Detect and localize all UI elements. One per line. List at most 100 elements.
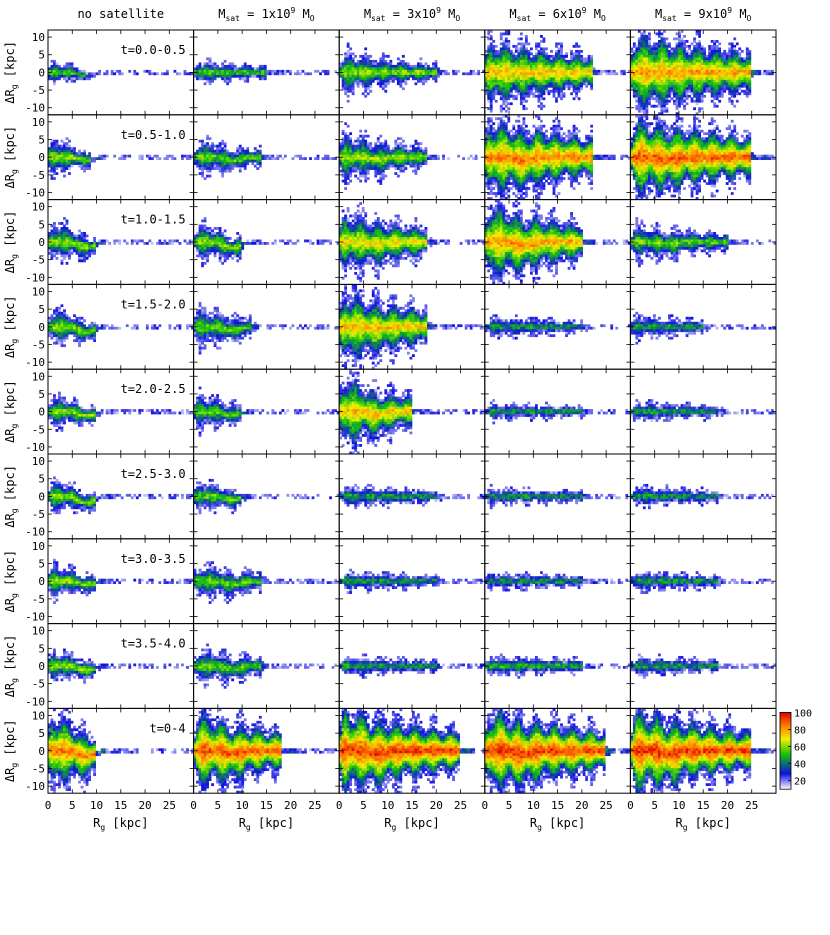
density-cell: [492, 147, 496, 151]
density-cell: [369, 162, 373, 165]
density-cell: [404, 82, 408, 86]
density-cell: [695, 44, 699, 48]
density-cell: [703, 59, 707, 63]
density-cell: [173, 157, 177, 160]
density-cell: [371, 74, 375, 78]
density-cell: [434, 79, 438, 83]
density-cell: [527, 92, 531, 96]
density-cell: [519, 52, 523, 56]
density-cell: [642, 84, 646, 88]
density-cell: [243, 67, 247, 71]
density-cell: [723, 87, 727, 91]
density-cell: [690, 67, 694, 71]
density-cell: [422, 64, 425, 68]
density-cell: [386, 62, 390, 66]
density-cell: [487, 164, 491, 168]
density-cell: [60, 69, 64, 73]
density-cell: [80, 167, 84, 170]
density-cell: [770, 72, 774, 76]
density-cell: [658, 99, 661, 103]
density-cell: [698, 49, 701, 53]
density-cell: [522, 187, 526, 190]
density-cell: [359, 59, 363, 63]
density-cell: [351, 82, 355, 86]
density-cell: [424, 149, 428, 153]
density-cell: [575, 139, 578, 143]
density-cell: [216, 147, 219, 151]
density-cell: [218, 149, 222, 153]
density-cell: [499, 132, 503, 136]
density-cell: [650, 74, 654, 78]
density-cell: [93, 72, 96, 76]
density-cell: [424, 67, 428, 71]
density-cell: [572, 72, 576, 76]
density-cell: [50, 142, 54, 146]
density-cell: [351, 57, 355, 61]
density-cell: [542, 154, 546, 158]
density-cell: [517, 114, 521, 118]
density-cell: [301, 157, 305, 160]
density-cell: [487, 47, 491, 51]
density-cell: [755, 72, 759, 76]
density-cell: [693, 89, 696, 93]
density-cell: [580, 142, 583, 146]
density-cell: [228, 69, 232, 73]
density-cell: [685, 39, 689, 43]
density-cell: [366, 59, 370, 63]
density-cell: [535, 142, 538, 146]
density-cell: [379, 164, 383, 168]
density-cell: [53, 167, 56, 170]
density-cell: [489, 109, 493, 113]
density-cell: [50, 69, 54, 73]
density-cell: [63, 167, 66, 170]
density-cell: [718, 94, 722, 98]
density-cell: [715, 47, 719, 51]
density-cell: [537, 92, 541, 96]
density-cell: [349, 79, 353, 83]
density-cell: [630, 84, 634, 88]
density-cell: [745, 54, 749, 58]
density-cell: [489, 87, 493, 91]
density-cell: [208, 144, 212, 148]
density-cell: [286, 69, 290, 73]
density-cell: [645, 34, 649, 38]
density-cell: [55, 172, 59, 175]
density-cell: [529, 69, 533, 73]
density-cell: [492, 84, 496, 88]
density-cell: [640, 37, 644, 41]
density-cell: [514, 97, 518, 101]
density-cell: [487, 69, 491, 73]
density-cell: [369, 72, 373, 76]
density-cell: [354, 159, 358, 163]
density-cell: [514, 167, 518, 170]
density-cell: [542, 52, 546, 56]
density-cell: [743, 72, 747, 76]
density-cell: [700, 94, 704, 98]
density-cell: [700, 49, 704, 53]
density-cell: [381, 152, 385, 155]
density-cell: [517, 142, 521, 146]
density-cell: [53, 154, 56, 158]
density-cell: [565, 162, 568, 165]
density-cell: [504, 37, 508, 41]
density-cell: [658, 59, 661, 63]
density-cell: [394, 157, 398, 160]
density-cell: [349, 52, 353, 56]
density-cell: [540, 139, 543, 143]
density-cell: [507, 72, 511, 76]
density-cell: [359, 149, 363, 153]
density-cell: [728, 97, 732, 101]
density-cell: [580, 82, 583, 86]
density-cell: [341, 79, 345, 83]
density-cell: [53, 77, 56, 81]
density-cell: [364, 179, 368, 183]
density-cell: [484, 134, 488, 138]
density-cell: [494, 132, 498, 136]
density-cell: [575, 67, 578, 71]
density-cell: [535, 44, 538, 48]
density-cell: [570, 159, 573, 163]
density-cell: [55, 142, 59, 146]
density-cell: [346, 172, 350, 175]
density-cell: [356, 84, 360, 88]
density-cell: [524, 162, 528, 165]
